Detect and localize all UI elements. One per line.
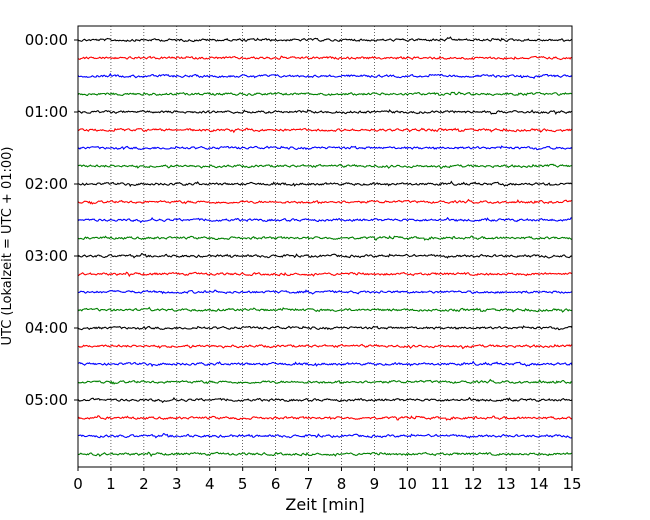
- trace-line: [77, 235, 573, 241]
- plot-frame: [77, 25, 573, 468]
- x-tick-label: 0: [73, 475, 83, 493]
- trace-line: [77, 163, 573, 170]
- x-axis-label: Zeit [min]: [285, 495, 364, 514]
- x-tick-label: 6: [271, 475, 281, 493]
- trace-line: [77, 306, 573, 313]
- y-tick-label: 02:00: [25, 175, 68, 193]
- x-tick-label: 2: [139, 475, 149, 493]
- trace-line: [77, 289, 573, 295]
- x-tick-label: 1: [106, 475, 116, 493]
- trace-line: [77, 216, 573, 224]
- trace-line: [77, 360, 573, 368]
- trace-line: [77, 378, 573, 385]
- trace-line: [77, 396, 573, 404]
- trace-line: [77, 451, 573, 458]
- trace-line: [77, 72, 573, 80]
- trace-line: [77, 36, 573, 43]
- y-tick-label: 03:00: [25, 247, 68, 265]
- x-tick-label: 13: [497, 475, 516, 493]
- trace-line: [77, 271, 573, 278]
- trace-line: [77, 55, 573, 61]
- x-tick-label: 4: [205, 475, 215, 493]
- trace-line: [77, 180, 573, 188]
- y-axis-label: UTC (Lokalzeit = UTC + 01:00): [0, 147, 15, 346]
- x-tick-label: 11: [431, 475, 450, 493]
- trace-line: [77, 433, 573, 439]
- y-tick-label: 05:00: [25, 391, 68, 409]
- trace-line: [77, 91, 573, 97]
- x-tick-label: 5: [238, 475, 248, 493]
- trace-line: [77, 253, 573, 259]
- x-tick-label: 12: [464, 475, 483, 493]
- trace-line: [77, 109, 573, 116]
- grid-lines: [110, 26, 540, 467]
- trace-line: [77, 145, 573, 151]
- x-tick-label: 7: [304, 475, 314, 493]
- y-tick-label: 01:00: [25, 103, 68, 121]
- trace-line: [77, 127, 573, 134]
- y-axis-ticks: 00:00 01:00 02:00 03:00 04:00 05:00: [25, 31, 78, 409]
- x-tick-label: 10: [398, 475, 417, 493]
- trace-line: [77, 415, 573, 421]
- x-tick-label: 8: [337, 475, 347, 493]
- y-tick-label: 00:00: [25, 31, 68, 49]
- x-tick-label: 14: [530, 475, 549, 493]
- trace-line: [77, 325, 573, 331]
- seismic-traces: [77, 36, 573, 458]
- x-tick-label: 3: [172, 475, 182, 493]
- x-axis-ticks: 0 1 2 3 4 5 6 7 8 9 10 11 12 13 14 15: [73, 467, 582, 493]
- trace-line: [77, 343, 573, 350]
- x-tick-label: 15: [562, 475, 581, 493]
- trace-line: [77, 198, 573, 205]
- y-tick-label: 04:00: [25, 319, 68, 337]
- x-tick-label: 9: [370, 475, 380, 493]
